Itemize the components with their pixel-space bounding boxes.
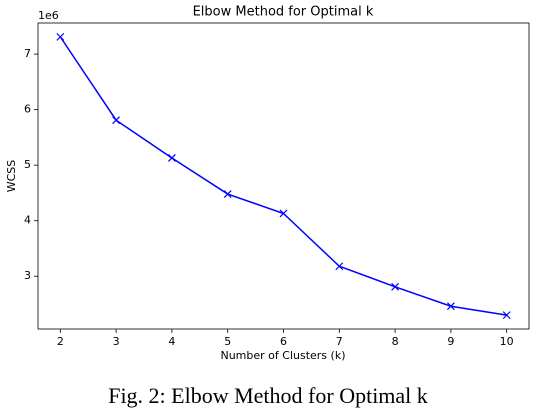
data-point: [279, 209, 288, 218]
data-point: [112, 116, 121, 125]
figure-caption: Fig. 2: Elbow Method for Optimal k: [108, 383, 428, 408]
x-tick-label: 2: [57, 335, 64, 348]
y-axis-label: WCSS: [5, 160, 18, 193]
data-point: [391, 282, 400, 291]
x-tick-label: 5: [224, 335, 231, 348]
data-point: [502, 311, 511, 320]
y-tick-label: 4: [24, 214, 31, 227]
x-tick-label: 8: [392, 335, 399, 348]
x-tick-label: 3: [113, 335, 120, 348]
data-point: [167, 154, 176, 162]
y-tick-label: 3: [24, 269, 31, 282]
chart-title: Elbow Method for Optimal k: [193, 5, 374, 20]
y-tick-label: 5: [24, 158, 31, 171]
data-point: [446, 302, 455, 311]
x-tick-label: 7: [336, 335, 343, 348]
plot-frame: [37, 22, 530, 330]
y-offset-label: 1e6: [38, 9, 59, 22]
x-tick-label: 6: [280, 335, 287, 348]
data-point: [56, 32, 65, 41]
data-point: [223, 190, 232, 198]
x-tick-label: 9: [447, 335, 454, 348]
x-tick-label: 4: [168, 335, 175, 348]
x-axis-label: Number of Clusters (k): [220, 349, 345, 362]
data-point: [335, 262, 344, 271]
x-tick-label: 10: [500, 335, 514, 348]
y-tick-label: 6: [24, 103, 31, 116]
y-tick-label: 7: [24, 47, 31, 60]
data-line: [59, 36, 507, 316]
